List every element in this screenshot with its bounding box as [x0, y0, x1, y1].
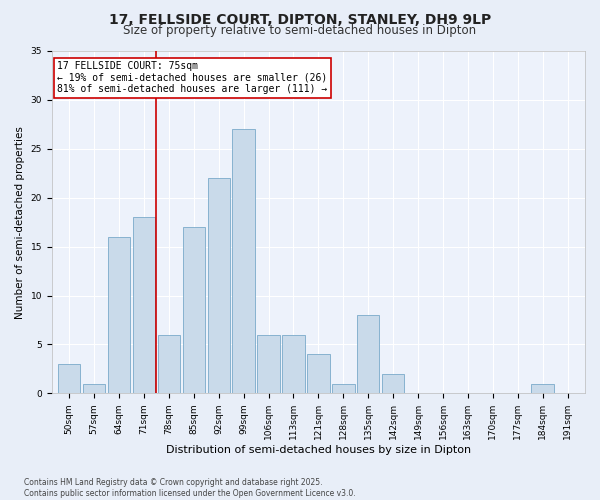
X-axis label: Distribution of semi-detached houses by size in Dipton: Distribution of semi-detached houses by … — [166, 445, 471, 455]
Text: Size of property relative to semi-detached houses in Dipton: Size of property relative to semi-detach… — [124, 24, 476, 37]
Bar — [357, 315, 379, 394]
Bar — [307, 354, 329, 394]
Bar — [532, 384, 554, 394]
Bar — [208, 178, 230, 394]
Text: 17, FELLSIDE COURT, DIPTON, STANLEY, DH9 9LP: 17, FELLSIDE COURT, DIPTON, STANLEY, DH9… — [109, 12, 491, 26]
Bar — [108, 237, 130, 394]
Bar — [232, 130, 255, 394]
Bar — [58, 364, 80, 394]
Bar — [382, 374, 404, 394]
Bar — [257, 334, 280, 394]
Text: Contains HM Land Registry data © Crown copyright and database right 2025.
Contai: Contains HM Land Registry data © Crown c… — [24, 478, 356, 498]
Y-axis label: Number of semi-detached properties: Number of semi-detached properties — [15, 126, 25, 318]
Bar — [83, 384, 106, 394]
Text: 17 FELLSIDE COURT: 75sqm
← 19% of semi-detached houses are smaller (26)
81% of s: 17 FELLSIDE COURT: 75sqm ← 19% of semi-d… — [57, 62, 328, 94]
Bar — [282, 334, 305, 394]
Bar — [332, 384, 355, 394]
Bar — [133, 218, 155, 394]
Bar — [158, 334, 180, 394]
Bar — [182, 227, 205, 394]
